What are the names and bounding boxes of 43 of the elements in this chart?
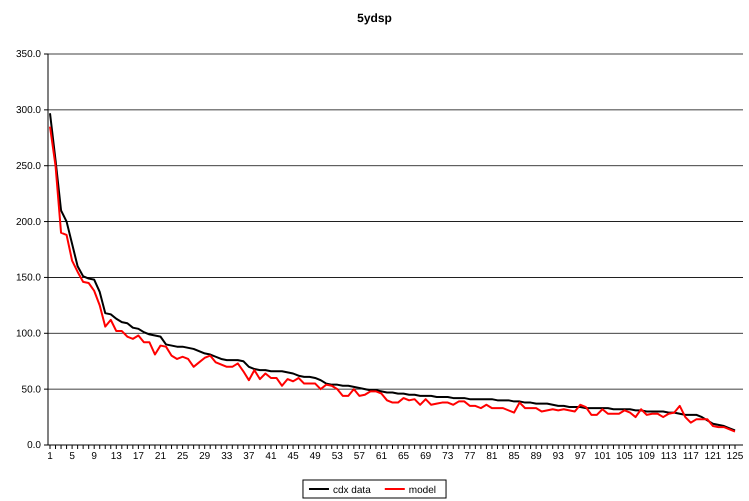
chart-title: 5ydsp (357, 11, 392, 25)
x-tick-label: 81 (486, 451, 498, 462)
y-tick-label: 350.0 (16, 49, 42, 60)
x-tick-label: 97 (574, 451, 586, 462)
x-tick-label: 113 (660, 451, 678, 462)
x-tick-label: 65 (398, 451, 410, 462)
x-tick-label: 37 (243, 451, 255, 462)
y-tick-label: 150.0 (16, 272, 42, 284)
y-tick-label: 250.0 (16, 160, 42, 172)
x-tick-label: 41 (265, 451, 277, 462)
x-tick-label: 21 (154, 451, 166, 462)
y-tick-label: 100.0 (16, 328, 42, 340)
x-tick-label: 1 (47, 451, 54, 462)
legend-label: model (408, 485, 436, 496)
y-tick-label: 300.0 (16, 105, 42, 116)
x-tick-label: 29 (199, 451, 211, 462)
y-tick-label: 200.0 (16, 216, 42, 228)
x-tick-label: 33 (221, 451, 233, 462)
x-tick-label: 121 (704, 451, 722, 462)
legend-label: cdx data (332, 485, 372, 496)
x-tick-label: 89 (530, 451, 542, 462)
x-tick-label: 69 (420, 451, 432, 462)
x-tick-label: 17 (132, 451, 144, 462)
x-tick-label: 5 (69, 451, 76, 462)
y-tick-label: 50.0 (22, 384, 42, 396)
x-tick-label: 61 (376, 451, 388, 462)
x-tick-label: 25 (177, 451, 189, 462)
x-tick-label: 53 (332, 451, 344, 462)
x-tick-label: 77 (464, 451, 476, 462)
x-tick-label: 73 (442, 451, 454, 462)
x-tick-label: 125 (726, 451, 744, 462)
x-tick-label: 93 (552, 451, 564, 462)
y-tick-label: 0.0 (27, 440, 42, 452)
x-tick-label: 57 (354, 451, 366, 462)
x-tick-label: 109 (638, 451, 656, 462)
x-tick-label: 13 (110, 451, 122, 462)
x-tick-label: 117 (682, 451, 700, 462)
x-tick-label: 85 (508, 451, 520, 462)
x-tick-label: 45 (288, 451, 300, 462)
x-tick-label: 105 (616, 451, 634, 462)
x-tick-label: 101 (594, 451, 612, 462)
x-tick-label: 49 (310, 451, 322, 462)
x-tick-label: 9 (91, 451, 98, 462)
